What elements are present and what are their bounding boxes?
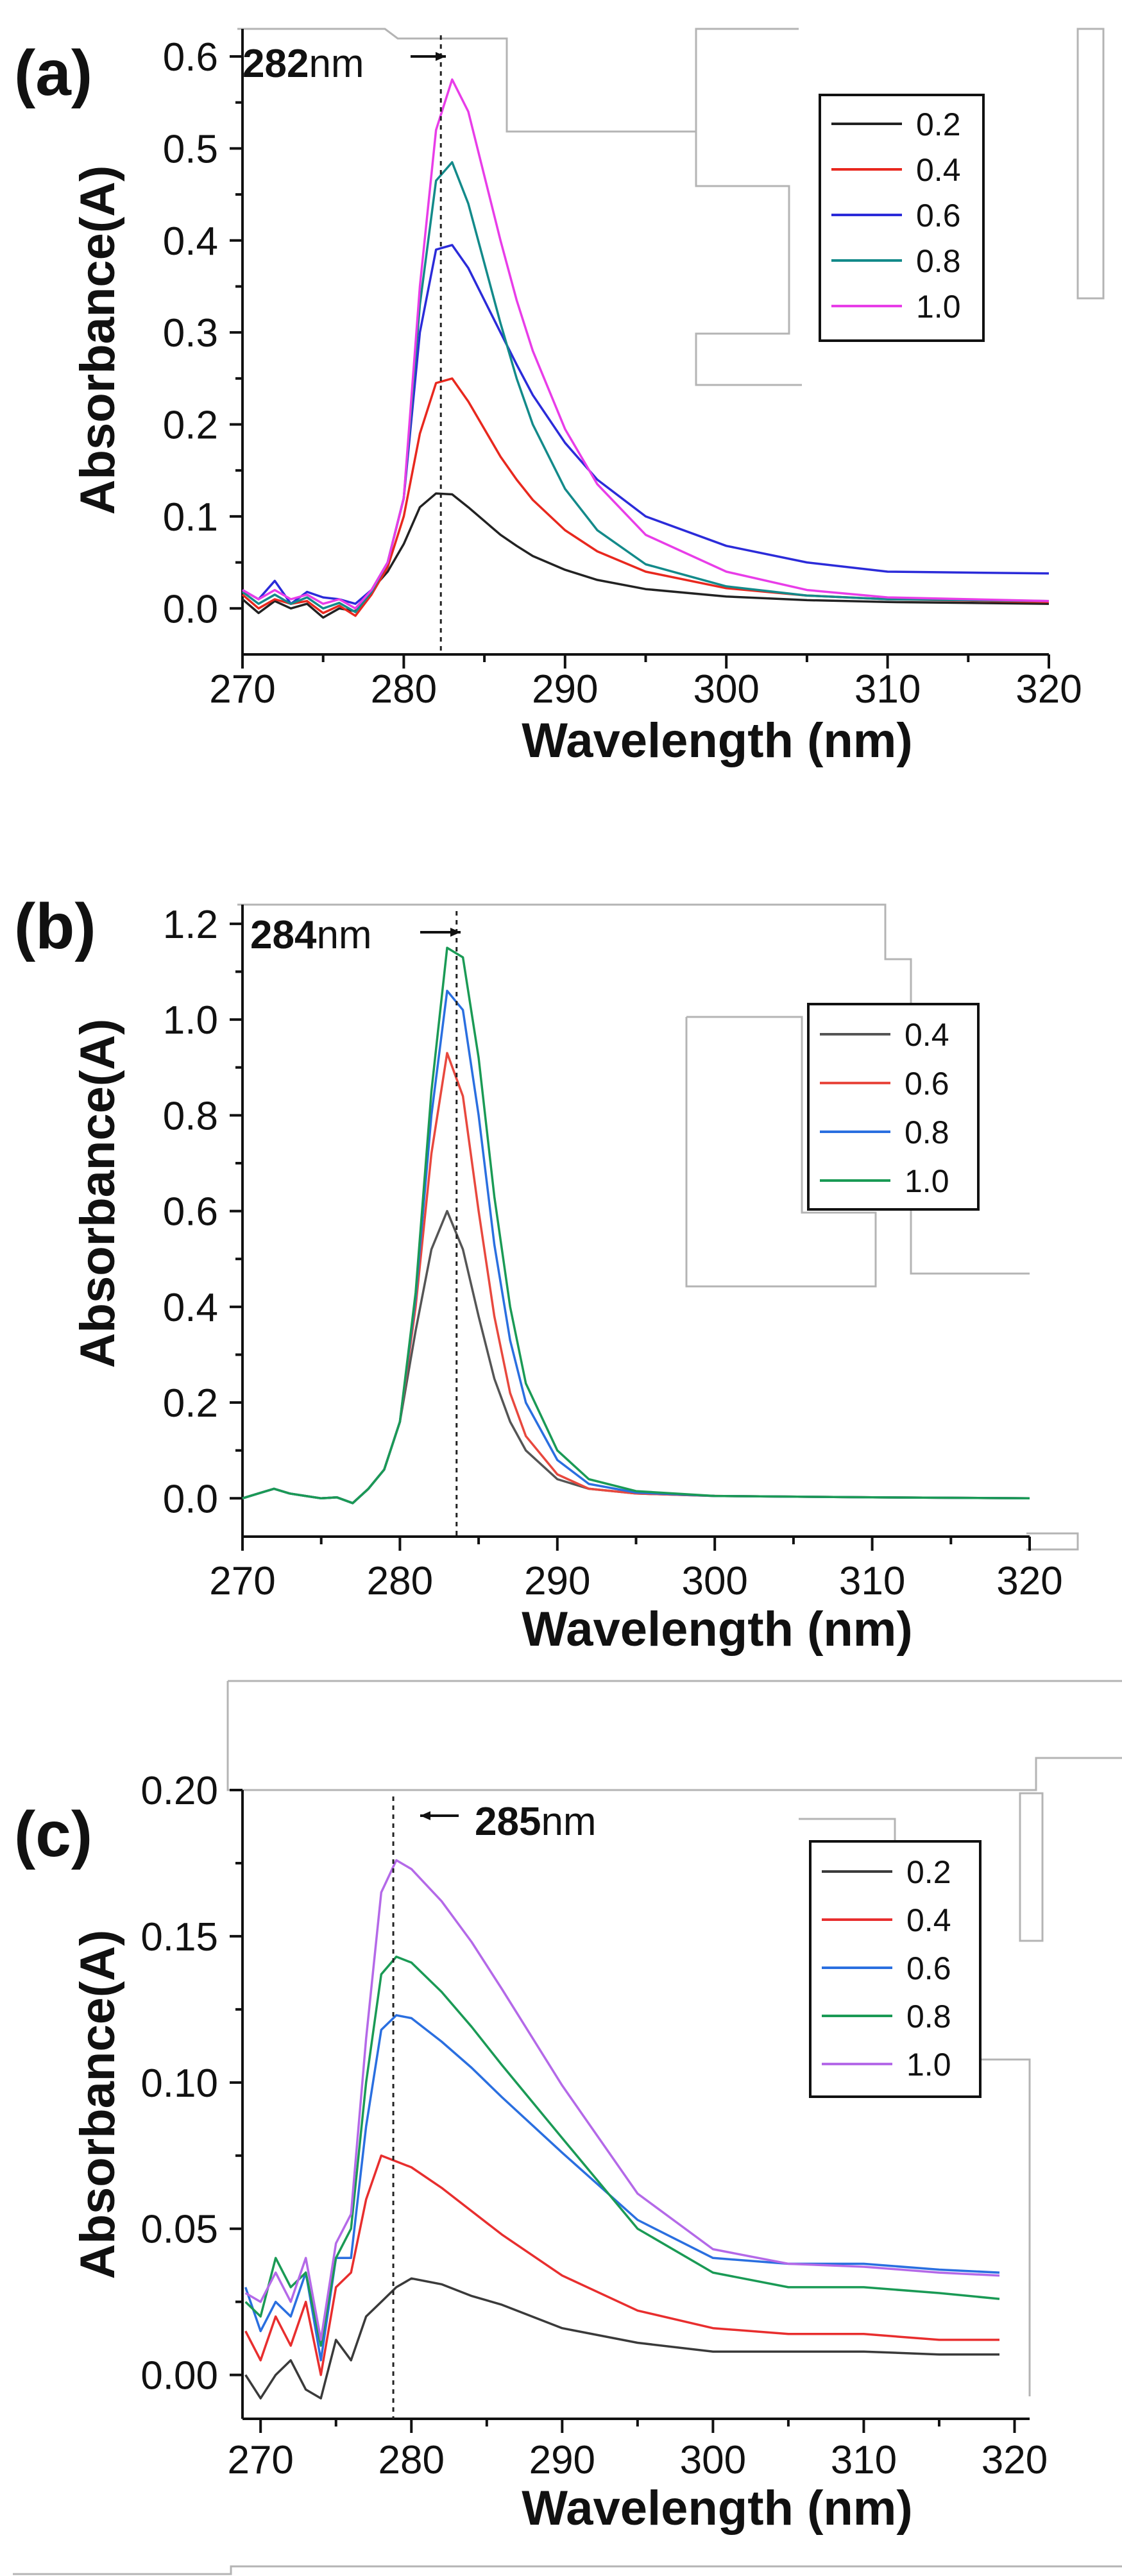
- peak-unit: nm: [316, 913, 371, 957]
- y-tick-label: 0.4: [163, 1286, 218, 1330]
- panel-a-decoration: [237, 28, 1105, 386]
- peak-unit: nm: [309, 42, 364, 86]
- peak-unit: nm: [541, 1800, 596, 1844]
- legend-label: 0.2: [906, 1854, 951, 1890]
- y-tick-label: 0.4: [163, 219, 218, 264]
- legend-box: [807, 1003, 980, 1211]
- legend-label: 0.6: [906, 1950, 951, 1986]
- x-tick-label: 310: [839, 1559, 905, 1603]
- series-line-0.2: [244, 2277, 999, 2400]
- legend-label: 0.8: [916, 243, 961, 279]
- legend-label: 0.2: [916, 107, 961, 142]
- y-tick-label: 0.6: [163, 1190, 218, 1234]
- x-tick-label: 320: [996, 1559, 1062, 1603]
- legend-label: 0.6: [905, 1066, 949, 1102]
- x-tick-label: 310: [854, 667, 921, 712]
- legend-label: 0.4: [916, 152, 961, 188]
- panel-label-b: (b): [14, 891, 96, 962]
- y-tick-label: 0.2: [163, 404, 218, 448]
- x-tick-label: 300: [681, 1559, 747, 1603]
- series-line-0.6: [244, 2014, 1000, 2362]
- legend-label: 1.0: [905, 1163, 949, 1199]
- y-tick-label: 0.2: [163, 1381, 218, 1426]
- x-tick-label: 290: [524, 1559, 590, 1603]
- y-tick-label: 0.0: [163, 1477, 218, 1521]
- legend-label: 0.8: [906, 1999, 951, 2034]
- legend-label: 0.4: [906, 1902, 951, 1938]
- legend-box: [819, 94, 985, 342]
- x-tick-label: 280: [371, 667, 437, 712]
- panel-label-c: (c): [14, 1798, 92, 1870]
- x-tick-label: 300: [680, 2438, 746, 2482]
- peak-arrow-head: [436, 52, 446, 61]
- x-axis-title: Wavelength (nm): [522, 1602, 912, 1657]
- series-line-0.2: [241, 492, 1050, 619]
- series-line-0.6: [242, 244, 1050, 605]
- series-line-1.0: [242, 78, 1050, 610]
- y-tick-label: 1.2: [163, 903, 218, 947]
- legend-label: 1.0: [906, 2047, 951, 2083]
- x-tick-label: 290: [529, 2438, 595, 2482]
- series-line-0.8: [241, 161, 1050, 613]
- y-tick-label: 0.20: [140, 1769, 218, 1813]
- peak-value: 284: [250, 913, 317, 957]
- x-tick-label: 270: [209, 1559, 275, 1603]
- peak-value: 282: [242, 42, 309, 86]
- series-line-1.0: [242, 946, 1030, 1505]
- series-line-1.0: [244, 1859, 1000, 2341]
- chart-panel-a: 270 280 290 300 310 320 0.0 0.1 0.2 0.3 0.4 0.5 0.6 W…: [71, 29, 1082, 768]
- y-axis-title: Absorbance(A): [71, 166, 125, 515]
- y-tick-label: 0.3: [163, 311, 218, 355]
- y-axis-title: Absorbance(A): [71, 1019, 125, 1369]
- legend-label: 0.4: [905, 1017, 949, 1053]
- x-tick-label: 310: [831, 2438, 897, 2482]
- y-tick-label: 0.8: [163, 1094, 218, 1138]
- peak-annotation: 285nm: [475, 1800, 597, 1844]
- x-tick-label: 280: [378, 2438, 445, 2482]
- chart-panel-b: 270 280 290 300 310 320 0.0 0.2 0.4 0.6 0.8 1.0 1.2 W…: [71, 903, 1063, 1657]
- y-tick-label: 0.05: [140, 2208, 218, 2252]
- x-tick-label: 300: [693, 667, 759, 712]
- panel-b-decoration: [237, 903, 1079, 1551]
- x-tick-label: 270: [209, 667, 275, 712]
- legend-label: 0.6: [916, 198, 961, 234]
- panel-label-a: (a): [14, 37, 92, 109]
- x-axis-title: Wavelength (nm): [522, 713, 912, 768]
- y-tick-label: 0.1: [163, 495, 218, 540]
- series-line-0.4: [241, 377, 1050, 617]
- y-axis-title: Absorbance(A): [71, 1930, 125, 2280]
- peak-value: 285: [475, 1800, 541, 1844]
- peak-annotation: 284nm: [250, 913, 372, 957]
- x-tick-label: 270: [227, 2438, 293, 2482]
- y-tick-label: 0.5: [163, 127, 218, 171]
- y-tick-label: 0.10: [140, 2061, 218, 2106]
- x-tick-label: 320: [982, 2438, 1048, 2482]
- y-tick-label: 0.15: [140, 1915, 218, 1959]
- legend-label: 1.0: [916, 289, 961, 325]
- y-tick-label: 0.0: [163, 587, 218, 631]
- y-tick-label: 0.00: [140, 2354, 218, 2398]
- x-tick-label: 320: [1016, 667, 1082, 712]
- x-axis-title: Wavelength (nm): [522, 2481, 912, 2536]
- x-tick-label: 290: [532, 667, 598, 712]
- peak-arrow-head: [450, 928, 461, 937]
- series-line-0.4: [244, 2154, 999, 2376]
- peak-annotation: 282nm: [242, 42, 364, 86]
- peak-arrow-head: [420, 1811, 430, 1820]
- y-tick-label: 1.0: [163, 998, 218, 1043]
- x-tick-label: 280: [367, 1559, 433, 1603]
- legend-label: 0.8: [905, 1114, 949, 1150]
- chart-panel-c: 270 280 290 300 310 320 0.00 0.05 0.10 0.15 0.20 Wa…: [71, 1769, 1048, 2536]
- y-tick-label: 0.6: [163, 35, 218, 80]
